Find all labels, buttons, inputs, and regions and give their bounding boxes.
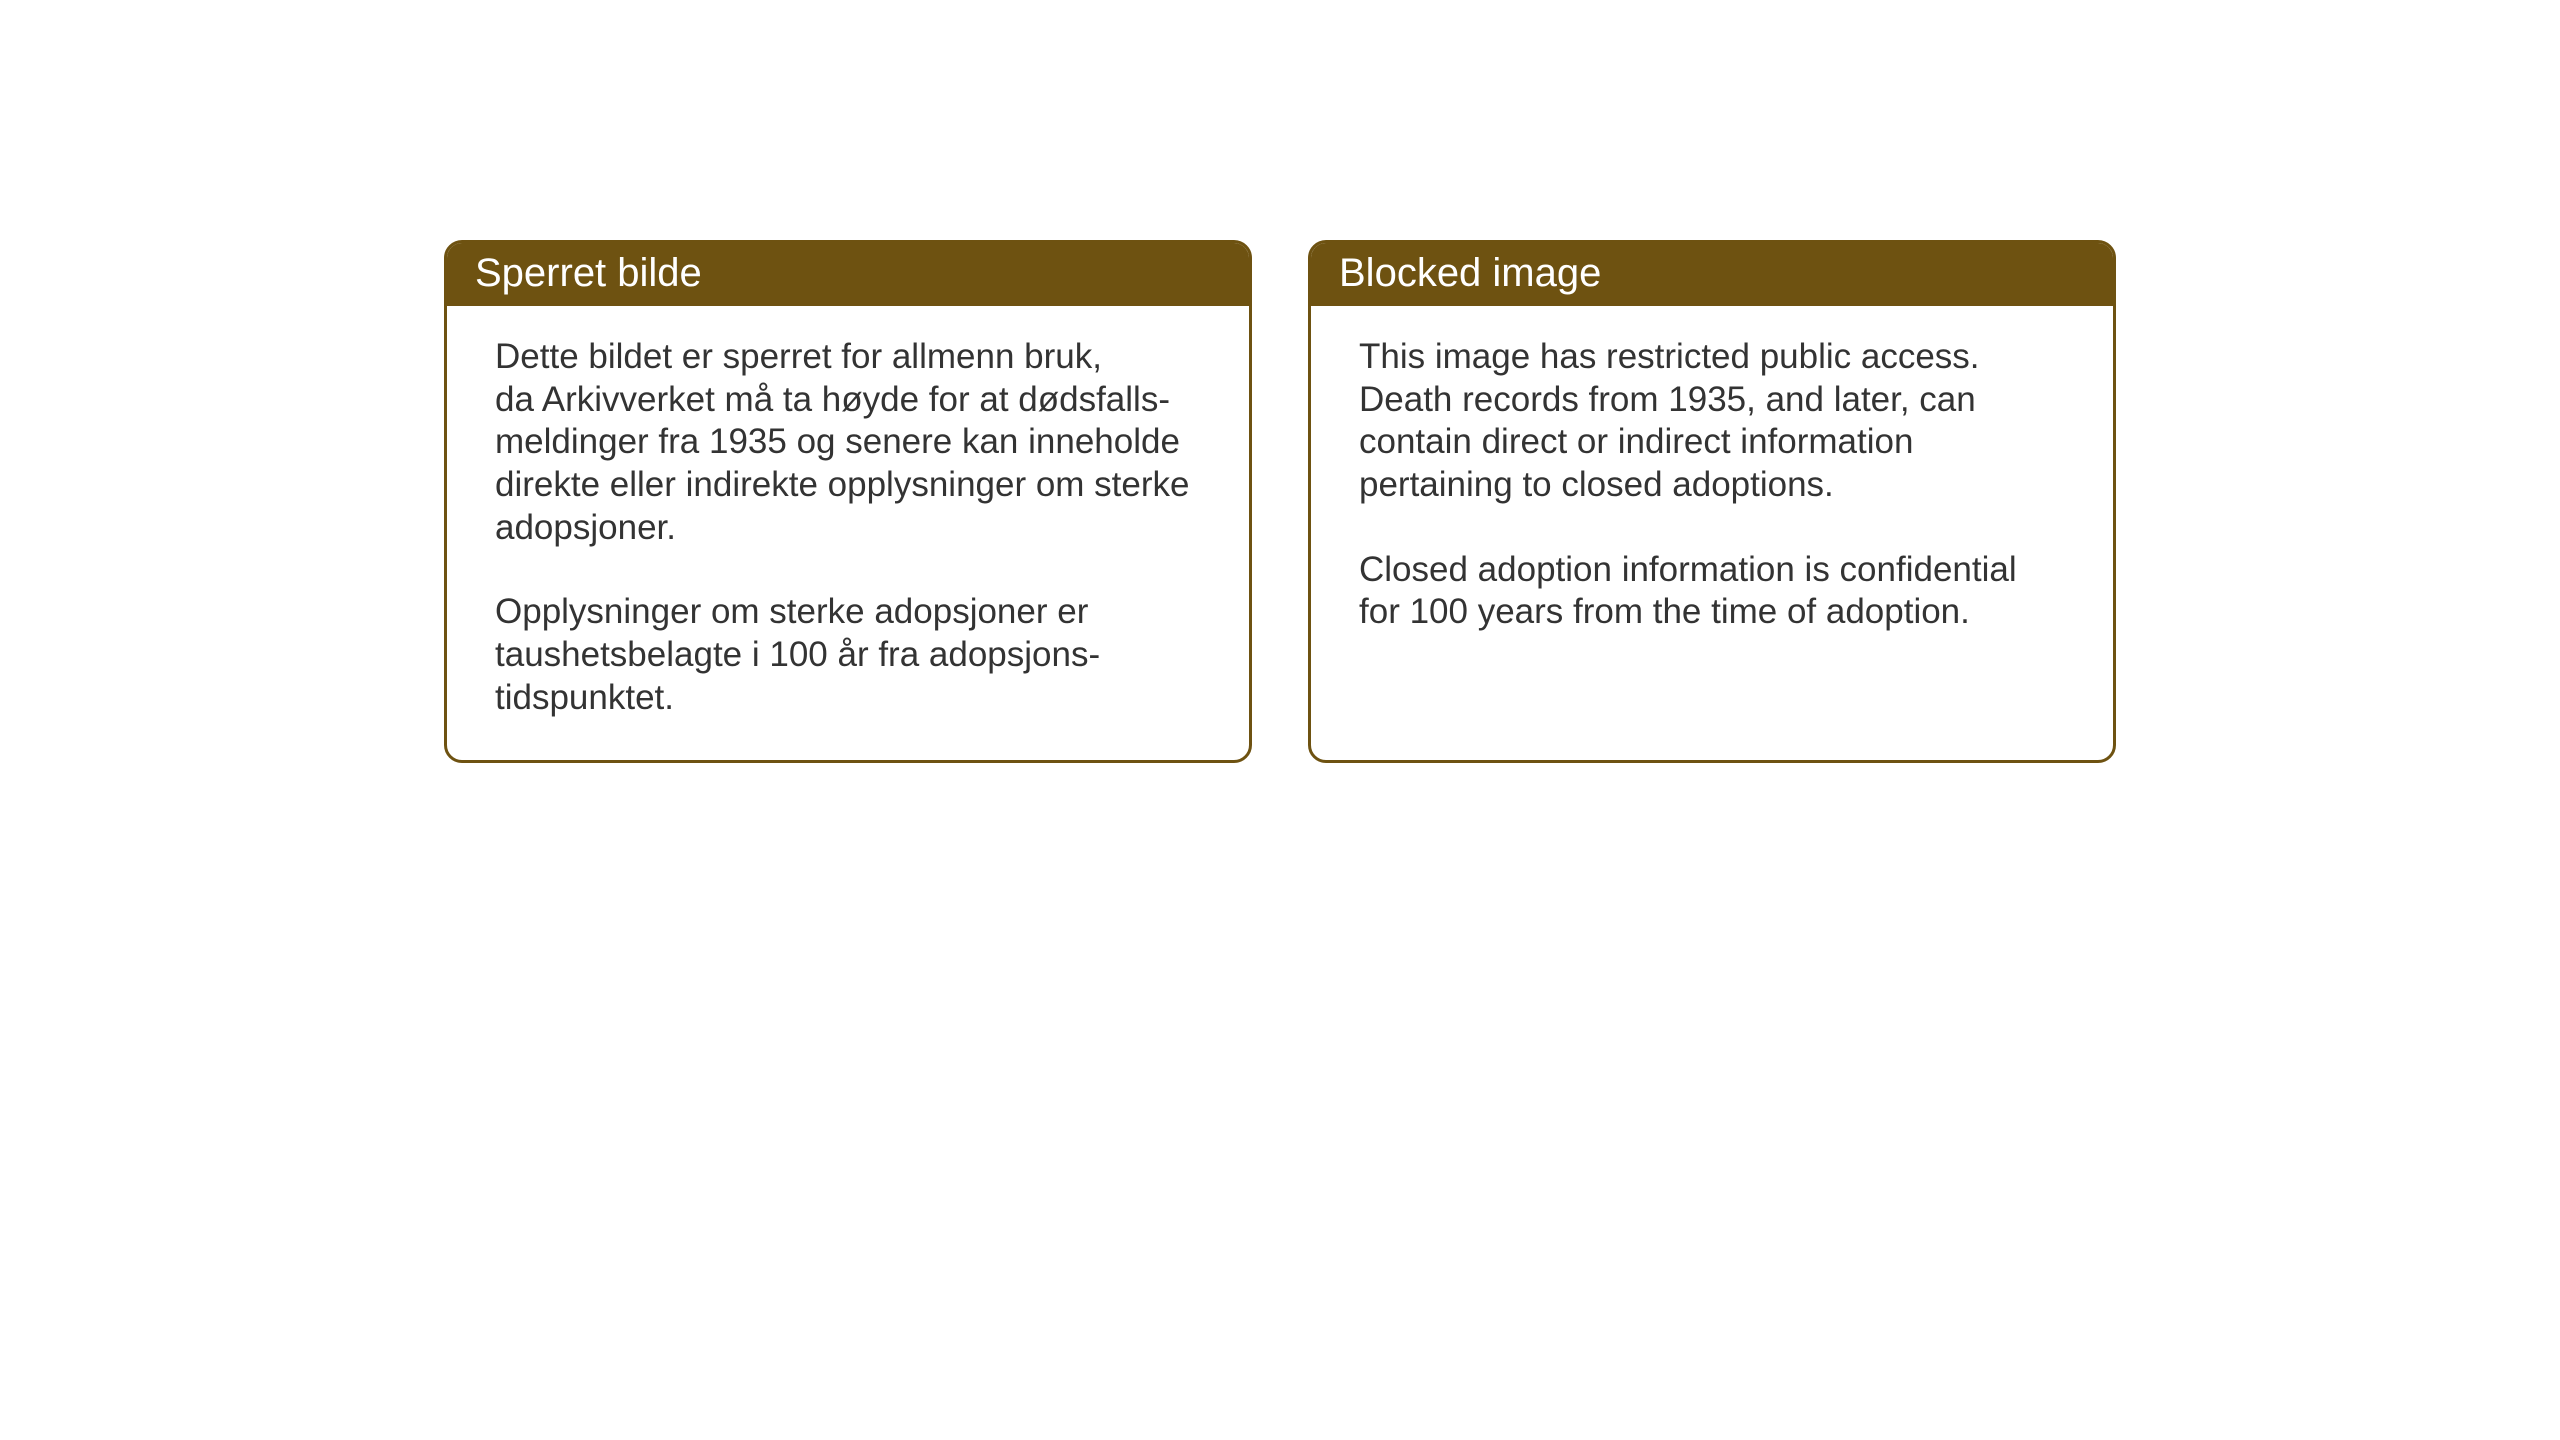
notice-paragraph-2-english: Closed adoption information is confident… bbox=[1359, 549, 2065, 634]
notice-header-english: Blocked image bbox=[1311, 243, 2113, 306]
notice-paragraph-1-english: This image has restricted public access.… bbox=[1359, 336, 2065, 507]
notice-paragraph-2-norwegian: Opplysninger om sterke adopsjoner er tau… bbox=[495, 591, 1201, 719]
notice-title-english: Blocked image bbox=[1339, 251, 1601, 295]
notice-paragraph-1-norwegian: Dette bildet er sperret for allmenn bruk… bbox=[495, 336, 1201, 549]
notice-header-norwegian: Sperret bilde bbox=[447, 243, 1249, 306]
notice-card-english: Blocked image This image has restricted … bbox=[1308, 240, 2116, 763]
notice-card-norwegian: Sperret bilde Dette bildet er sperret fo… bbox=[444, 240, 1252, 763]
notice-container: Sperret bilde Dette bildet er sperret fo… bbox=[444, 240, 2116, 763]
notice-body-norwegian: Dette bildet er sperret for allmenn bruk… bbox=[447, 306, 1249, 760]
notice-body-english: This image has restricted public access.… bbox=[1311, 306, 2113, 726]
notice-title-norwegian: Sperret bilde bbox=[475, 251, 702, 295]
